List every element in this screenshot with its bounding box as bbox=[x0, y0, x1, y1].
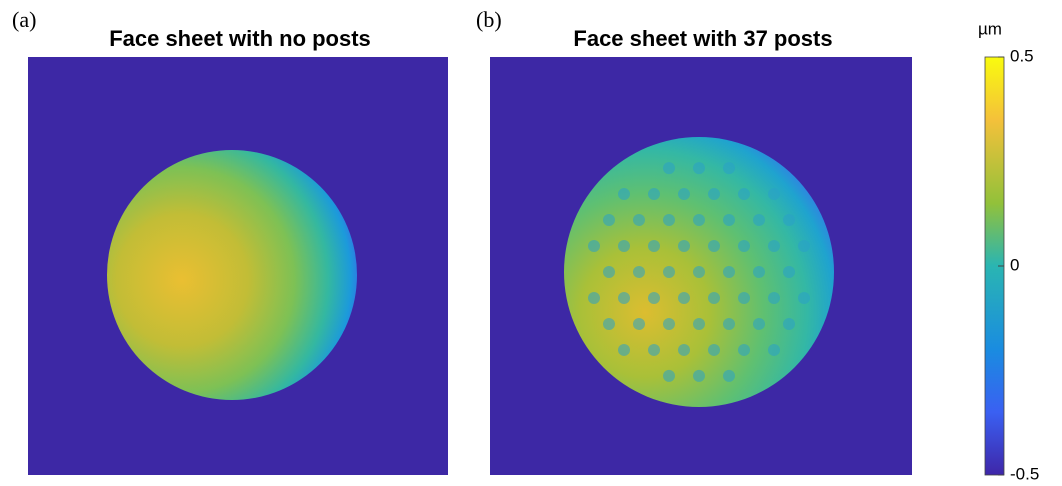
post bbox=[648, 240, 660, 253]
post bbox=[723, 162, 735, 175]
post bbox=[648, 291, 660, 304]
heatmap-disc bbox=[107, 150, 357, 400]
post bbox=[738, 188, 750, 201]
post bbox=[783, 266, 795, 278]
post bbox=[663, 214, 675, 227]
post bbox=[678, 240, 690, 253]
post bbox=[708, 343, 720, 356]
colorbar-tick-label: 0.5 bbox=[1010, 46, 1034, 65]
colorbar-tick-label: 0 bbox=[1010, 255, 1019, 274]
post bbox=[648, 188, 660, 201]
panel-label: (b) bbox=[476, 7, 502, 32]
post bbox=[783, 214, 795, 227]
post bbox=[633, 317, 645, 330]
post bbox=[663, 369, 675, 382]
post bbox=[588, 291, 600, 304]
post bbox=[678, 188, 690, 201]
post bbox=[783, 317, 795, 330]
post bbox=[663, 317, 675, 330]
post bbox=[753, 266, 765, 278]
post bbox=[723, 214, 735, 227]
post bbox=[723, 266, 735, 278]
panel-title: Face sheet with no posts bbox=[109, 26, 371, 51]
post bbox=[723, 317, 735, 330]
panel-label: (a) bbox=[12, 7, 36, 32]
post bbox=[678, 343, 690, 356]
post bbox=[693, 162, 705, 175]
panel-title: Face sheet with 37 posts bbox=[573, 26, 832, 51]
post bbox=[738, 291, 750, 304]
colorbar-tick-label: -0.5 bbox=[1010, 464, 1039, 483]
post bbox=[708, 188, 720, 201]
post bbox=[708, 291, 720, 304]
post bbox=[618, 343, 630, 356]
colorbar-unit: µm bbox=[978, 19, 1002, 38]
post bbox=[618, 188, 630, 201]
post bbox=[768, 291, 780, 304]
post bbox=[768, 240, 780, 253]
post bbox=[588, 240, 600, 253]
post bbox=[618, 240, 630, 253]
post bbox=[693, 369, 705, 382]
post bbox=[693, 214, 705, 227]
post bbox=[798, 240, 810, 253]
post bbox=[753, 317, 765, 330]
post bbox=[708, 240, 720, 253]
post bbox=[663, 266, 675, 278]
post bbox=[633, 266, 645, 278]
post bbox=[663, 162, 675, 175]
post bbox=[738, 240, 750, 253]
post bbox=[603, 214, 615, 227]
post bbox=[798, 291, 810, 304]
post bbox=[648, 343, 660, 356]
post bbox=[738, 343, 750, 356]
post bbox=[603, 266, 615, 278]
post bbox=[693, 317, 705, 330]
post bbox=[678, 291, 690, 304]
post bbox=[723, 369, 735, 382]
post bbox=[633, 214, 645, 227]
post bbox=[603, 317, 615, 330]
post bbox=[693, 266, 705, 278]
post bbox=[753, 214, 765, 227]
post bbox=[618, 291, 630, 304]
post bbox=[768, 188, 780, 201]
post-markers bbox=[588, 162, 810, 382]
post bbox=[768, 343, 780, 356]
